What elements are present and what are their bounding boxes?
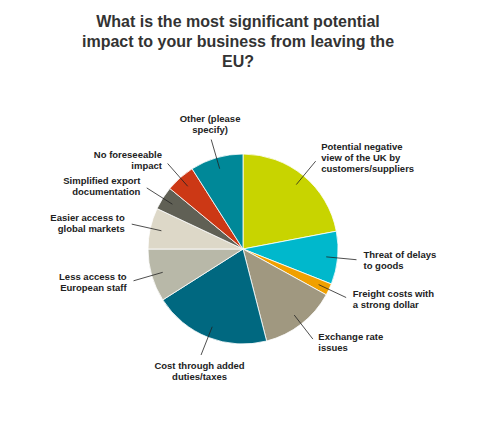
svg-text:Other (pleasespecify): Other (pleasespecify) bbox=[180, 113, 241, 135]
svg-text:Freight costs witha strong dol: Freight costs witha strong dollar bbox=[353, 288, 434, 310]
svg-text:Exchange rateissues: Exchange rateissues bbox=[318, 331, 383, 353]
svg-text:Easier access toglobal markets: Easier access toglobal markets bbox=[50, 212, 125, 234]
svg-text:Cost through addedduties/taxes: Cost through addedduties/taxes bbox=[154, 360, 244, 382]
svg-text:Threat of delaysto goods: Threat of delaysto goods bbox=[363, 249, 436, 271]
svg-text:Less access toEuropean staff: Less access toEuropean staff bbox=[59, 271, 127, 293]
svg-text:Potential negativeview of the: Potential negativeview of the UK bycusto… bbox=[321, 141, 414, 174]
svg-text:No foreseeableimpact: No foreseeableimpact bbox=[94, 149, 163, 171]
svg-text:Simplified exportdocumentation: Simplified exportdocumentation bbox=[63, 175, 141, 197]
html-text:What is the most significant p: What is the most significant potential i… bbox=[82, 13, 394, 70]
